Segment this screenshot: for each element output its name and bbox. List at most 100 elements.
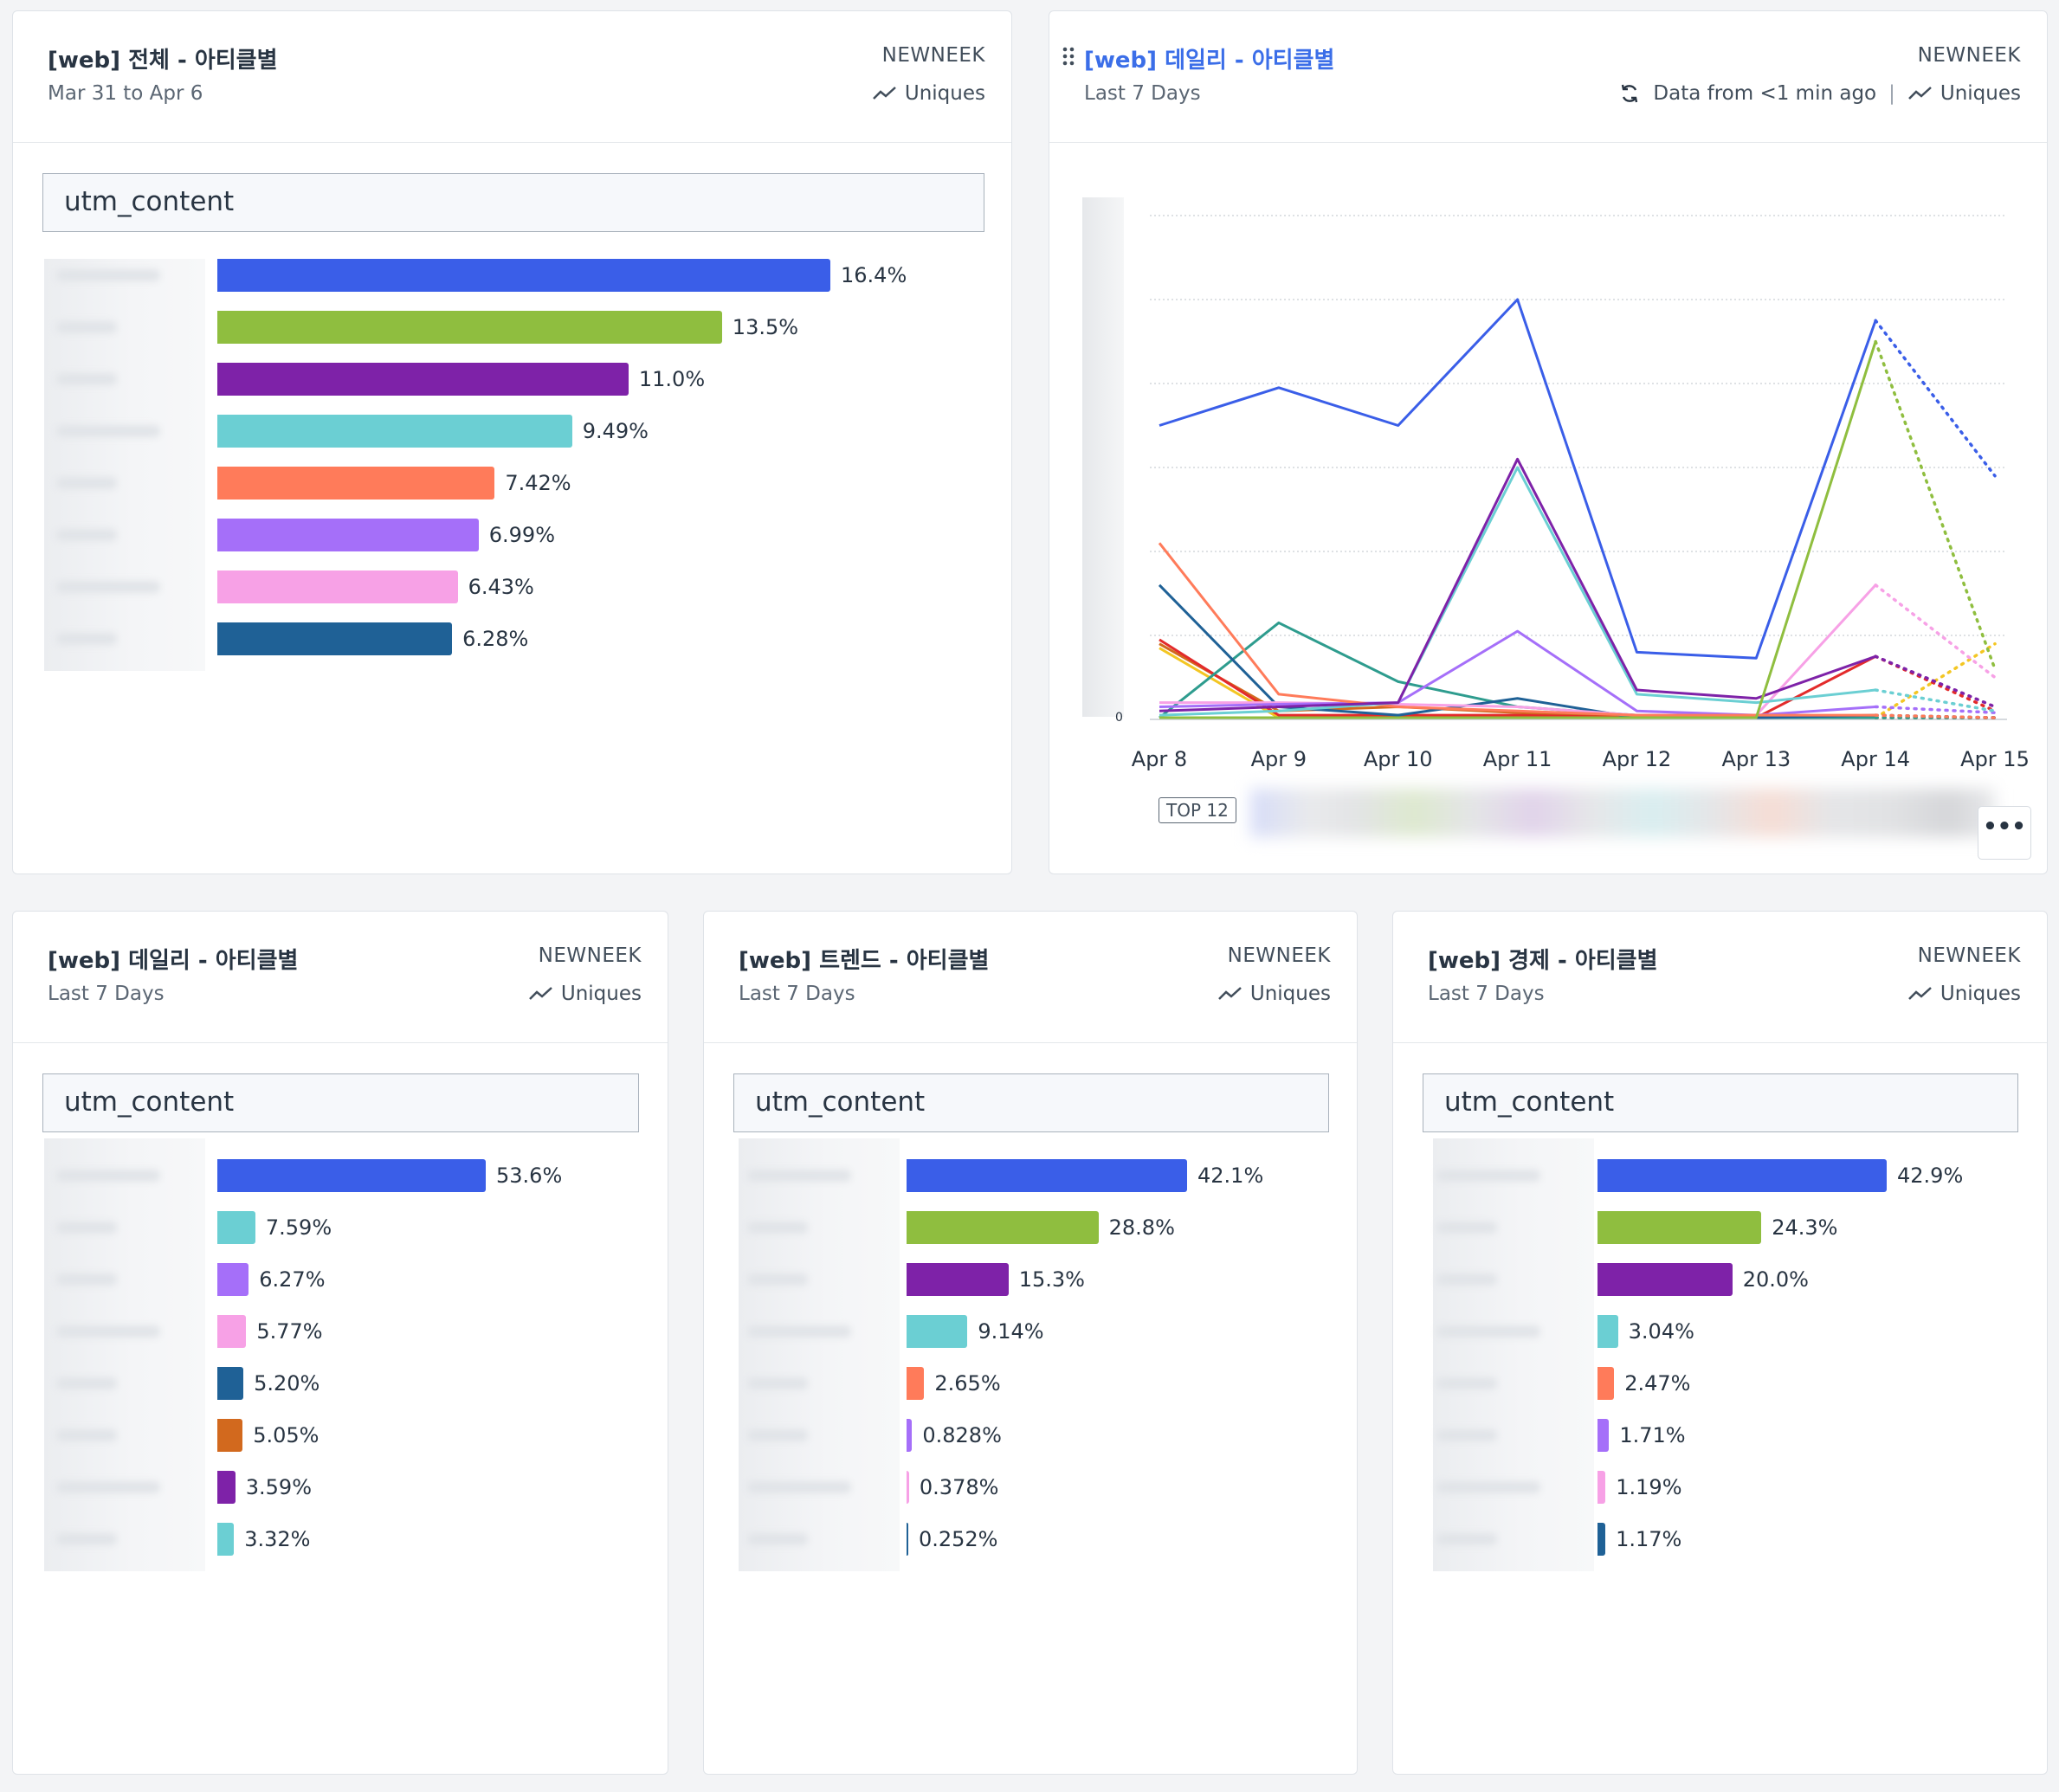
card-header: [web] 데일리 - 아티클별 Last 7 Days NEWNEEK Dat… — [1049, 11, 2047, 143]
card-title[interactable]: [web] 트렌드 - 아티클별 — [739, 948, 990, 974]
bar[interactable] — [217, 1263, 249, 1296]
group-by-field: utm_content — [733, 1073, 1329, 1132]
bar[interactable] — [217, 311, 722, 344]
bar[interactable] — [217, 363, 629, 396]
bar[interactable] — [1598, 1159, 1887, 1192]
bar-value-label: 5.05% — [253, 1423, 320, 1447]
card-title[interactable]: [web] 전체 - 아티클별 — [48, 48, 278, 74]
bar[interactable] — [907, 1471, 909, 1504]
bar[interactable] — [907, 1367, 925, 1400]
bar-value-label: 6.27% — [259, 1267, 326, 1292]
bar[interactable] — [1598, 1367, 1615, 1400]
bar[interactable] — [1598, 1315, 1618, 1348]
x-tick-label: Apr 12 — [1603, 747, 1672, 771]
drag-handle-icon[interactable] — [1062, 46, 1075, 67]
x-tick-label: Apr 14 — [1841, 747, 1910, 771]
bar[interactable] — [217, 570, 458, 603]
more-options-button[interactable]: ••• — [1978, 806, 2031, 860]
bar[interactable] — [217, 1367, 244, 1400]
data-freshness: Data from <1 min ago — [1653, 82, 1877, 105]
bar[interactable] — [217, 1419, 243, 1452]
card-header: [web] 경제 - 아티클별 Last 7 Days NEWNEEK Uniq… — [1393, 912, 2047, 1043]
card-title[interactable]: [web] 데일리 - 아티클별 — [48, 948, 299, 974]
bar-value-label: 3.32% — [244, 1527, 311, 1551]
bar[interactable] — [217, 622, 453, 655]
refresh-icon[interactable] — [1618, 82, 1641, 105]
category-label-redacted — [56, 477, 117, 489]
top-n-badge[interactable]: TOP 12 — [1159, 797, 1236, 823]
bar[interactable] — [217, 1211, 255, 1244]
group-by-field: utm_content — [42, 173, 984, 232]
metric-label: Uniques — [1907, 983, 2021, 1005]
bar[interactable] — [217, 1523, 235, 1556]
bar[interactable] — [1598, 1419, 1610, 1452]
card-title[interactable]: [web] 경제 - 아티클별 — [1428, 948, 1658, 974]
bar[interactable] — [217, 1159, 486, 1192]
bar[interactable] — [217, 467, 495, 500]
refresh-status: Data from <1 min ago | Uniques — [1618, 82, 2021, 105]
bar[interactable] — [1598, 1523, 1606, 1556]
bar[interactable] — [217, 519, 479, 551]
series-line-projection[interactable] — [1874, 339, 1997, 671]
series-line-projection[interactable] — [1874, 688, 1997, 713]
bar[interactable] — [1598, 1211, 1762, 1244]
bar[interactable] — [217, 1471, 236, 1504]
category-label-redacted — [56, 1377, 117, 1389]
legend-redacted[interactable] — [1250, 789, 1995, 837]
series-line-projection[interactable] — [1874, 654, 1997, 709]
category-label-redacted — [56, 633, 117, 645]
bar-value-label: 9.49% — [582, 419, 649, 443]
series-line-projection[interactable] — [1874, 583, 1997, 680]
bar-value-label: 13.5% — [732, 315, 799, 339]
bar-value-label: 1.17% — [1616, 1527, 1682, 1551]
metric-label: Uniques — [528, 983, 642, 1005]
bar-value-label: 24.3% — [1772, 1215, 1838, 1240]
bar[interactable] — [907, 1315, 968, 1348]
bar-value-label: 2.47% — [1624, 1371, 1691, 1396]
line-chart-icon — [1907, 987, 1932, 1000]
bar-value-label: 0.828% — [922, 1423, 1002, 1447]
grid-lines — [1150, 215, 2007, 720]
bar-value-label: 6.99% — [488, 523, 555, 547]
series-line[interactable] — [1159, 341, 1877, 719]
bar-value-label: 1.19% — [1616, 1475, 1682, 1499]
series-line-projection[interactable] — [1874, 654, 1997, 713]
bar-value-label: 5.20% — [254, 1371, 320, 1396]
metric-label: Uniques — [872, 82, 985, 105]
bar[interactable] — [907, 1159, 1187, 1192]
bar-value-label: 16.4% — [841, 263, 907, 287]
project-name: NEWNEEK — [538, 944, 642, 967]
category-label-redacted — [1436, 1222, 1497, 1234]
series-line[interactable] — [1159, 457, 1876, 712]
bar[interactable] — [907, 1419, 913, 1452]
series-line[interactable] — [1158, 542, 1876, 717]
bar-value-label: 5.77% — [256, 1319, 323, 1344]
group-by-field: utm_content — [1423, 1073, 2018, 1132]
date-range: Last 7 Days — [1428, 983, 1545, 1005]
bar[interactable] — [907, 1523, 908, 1556]
series-line[interactable] — [1159, 298, 1877, 660]
date-range: Last 7 Days — [739, 983, 855, 1005]
bar-value-label: 1.71% — [1619, 1423, 1686, 1447]
card-title-link[interactable]: [web] 데일리 - 아티클별 — [1084, 48, 1335, 74]
bar[interactable] — [217, 1315, 247, 1348]
date-range: Last 7 Days — [48, 983, 165, 1005]
card-header: [web] 트렌드 - 아티클별 Last 7 Days NEWNEEK Uni… — [704, 912, 1357, 1043]
metric-text: Uniques — [1249, 983, 1331, 1005]
bar[interactable] — [217, 259, 830, 292]
series-line[interactable] — [1159, 466, 1876, 717]
metric-text: Uniques — [1940, 983, 2021, 1005]
bar[interactable] — [1598, 1263, 1733, 1296]
chart-card-web-daily-line: [web] 데일리 - 아티클별 Last 7 Days NEWNEEK Dat… — [1049, 10, 2048, 874]
x-tick-label: Apr 10 — [1364, 747, 1433, 771]
bar-value-label: 3.04% — [1628, 1319, 1694, 1344]
bar[interactable] — [907, 1263, 1009, 1296]
bar[interactable] — [217, 415, 572, 448]
category-label-redacted — [56, 529, 117, 541]
bar[interactable] — [1598, 1471, 1606, 1504]
separator: | — [1888, 82, 1895, 105]
bar[interactable] — [907, 1211, 1099, 1244]
line-chart-icon — [1907, 87, 1932, 100]
series-line[interactable] — [1158, 583, 1876, 719]
series-line-projection[interactable] — [1874, 319, 1997, 478]
